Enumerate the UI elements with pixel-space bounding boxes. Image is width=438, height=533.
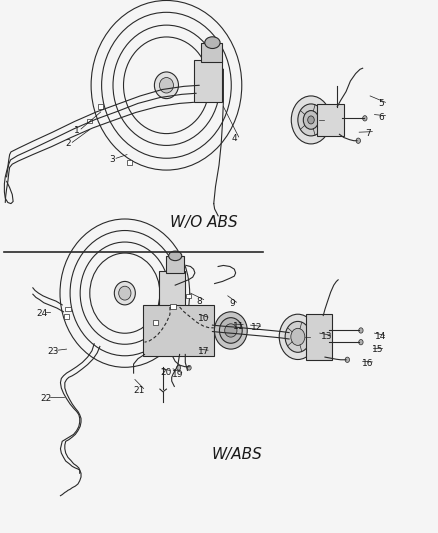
Bar <box>87 119 92 123</box>
Text: 20: 20 <box>160 368 171 376</box>
FancyBboxPatch shape <box>201 43 222 62</box>
Ellipse shape <box>298 104 324 136</box>
Text: 22: 22 <box>40 394 52 403</box>
Text: 14: 14 <box>374 333 386 341</box>
Text: 21: 21 <box>134 386 145 394</box>
Text: 13: 13 <box>321 333 332 341</box>
Text: 3: 3 <box>109 156 115 164</box>
Bar <box>170 304 176 309</box>
Text: 24: 24 <box>36 309 47 318</box>
Ellipse shape <box>187 366 191 370</box>
Bar <box>64 314 69 319</box>
FancyBboxPatch shape <box>306 314 332 360</box>
Ellipse shape <box>154 72 178 99</box>
FancyBboxPatch shape <box>159 271 185 308</box>
Text: 10: 10 <box>198 314 209 323</box>
Text: 23: 23 <box>48 348 59 356</box>
Ellipse shape <box>359 340 363 345</box>
Ellipse shape <box>291 96 331 144</box>
Text: 16: 16 <box>362 359 374 368</box>
Ellipse shape <box>159 78 173 93</box>
Ellipse shape <box>285 321 311 352</box>
Text: 4: 4 <box>232 134 237 143</box>
Bar <box>127 160 132 165</box>
Ellipse shape <box>291 328 305 345</box>
Ellipse shape <box>356 138 360 143</box>
FancyBboxPatch shape <box>143 305 214 356</box>
Ellipse shape <box>363 116 367 121</box>
FancyBboxPatch shape <box>166 256 184 273</box>
Text: 12: 12 <box>251 324 262 332</box>
Text: 5: 5 <box>378 100 384 108</box>
Ellipse shape <box>307 116 314 124</box>
Bar <box>186 294 191 298</box>
FancyBboxPatch shape <box>194 60 222 102</box>
Ellipse shape <box>219 318 242 343</box>
Ellipse shape <box>169 251 182 261</box>
Text: 7: 7 <box>365 129 371 138</box>
Text: 6: 6 <box>378 113 384 122</box>
Text: 1: 1 <box>74 126 80 135</box>
Ellipse shape <box>303 111 318 130</box>
FancyBboxPatch shape <box>317 104 344 136</box>
Text: 9: 9 <box>229 300 235 308</box>
Ellipse shape <box>215 312 247 349</box>
Ellipse shape <box>279 314 316 360</box>
Ellipse shape <box>177 366 180 370</box>
Text: 8: 8 <box>196 297 202 305</box>
Ellipse shape <box>119 286 131 300</box>
Ellipse shape <box>359 328 363 333</box>
Ellipse shape <box>205 37 220 49</box>
Ellipse shape <box>114 281 135 305</box>
Bar <box>65 307 71 311</box>
Text: W/O ABS: W/O ABS <box>170 215 237 230</box>
Ellipse shape <box>225 324 237 337</box>
Text: 15: 15 <box>372 345 383 353</box>
Text: 17: 17 <box>198 348 209 356</box>
Text: 11: 11 <box>233 322 244 330</box>
Bar <box>153 320 158 325</box>
Text: 2: 2 <box>65 140 71 148</box>
Bar <box>98 104 103 109</box>
Text: 19: 19 <box>172 370 183 378</box>
Text: W/ABS: W/ABS <box>211 447 262 462</box>
Ellipse shape <box>345 357 350 362</box>
